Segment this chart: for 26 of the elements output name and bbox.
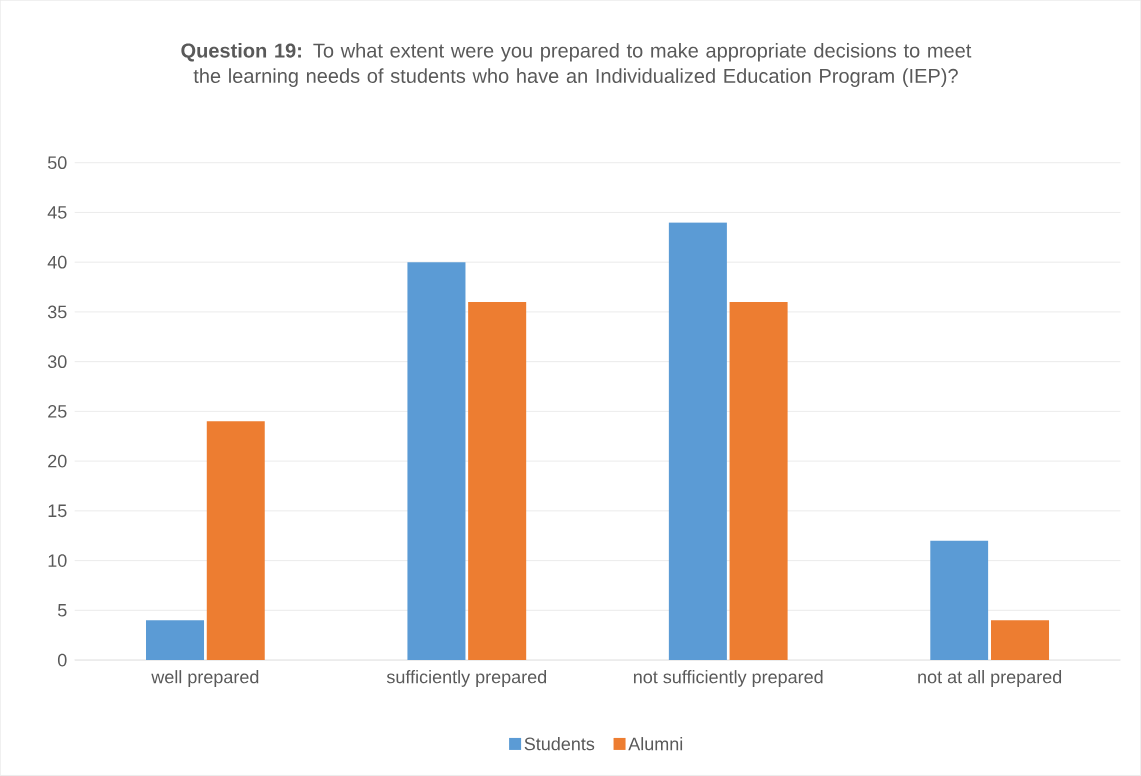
x-tick-label: not at all prepared [918, 670, 1062, 688]
legend-label: Students [524, 737, 595, 751]
y-tick-label: 45 [47, 206, 67, 219]
y-tick-label: 35 [47, 305, 67, 319]
legend-label: Alumni [628, 737, 683, 751]
bar [930, 540, 989, 661]
y-tick-label: 40 [47, 255, 67, 269]
y-tick-label: 30 [47, 355, 67, 369]
x-tick-label: sufficiently prepared [386, 670, 547, 688]
y-tick-label: 25 [48, 405, 67, 418]
y-tick-label: 50 [47, 156, 67, 170]
chart-title: Question 19: To what extent were you prepared to make appropriate decisions to meet the learning needs of students who have an Individualized Education Program (IEP)? [181, 43, 972, 88]
y-tick-label: 0 [57, 653, 67, 667]
bar [468, 302, 527, 661]
y-tick-label: 5 [57, 604, 67, 617]
bar [668, 222, 727, 661]
y-tick-label: 20 [48, 454, 67, 468]
bar [206, 421, 265, 661]
bar [991, 620, 1050, 661]
x-tick-label: not sufficiently prepared [633, 670, 823, 688]
y-tick-label: 10 [48, 554, 67, 568]
y-tick-label: 15 [48, 504, 67, 518]
x-tick-label: well prepared [151, 670, 259, 688]
bar [146, 620, 205, 661]
bar [407, 262, 466, 661]
bar [729, 302, 788, 661]
